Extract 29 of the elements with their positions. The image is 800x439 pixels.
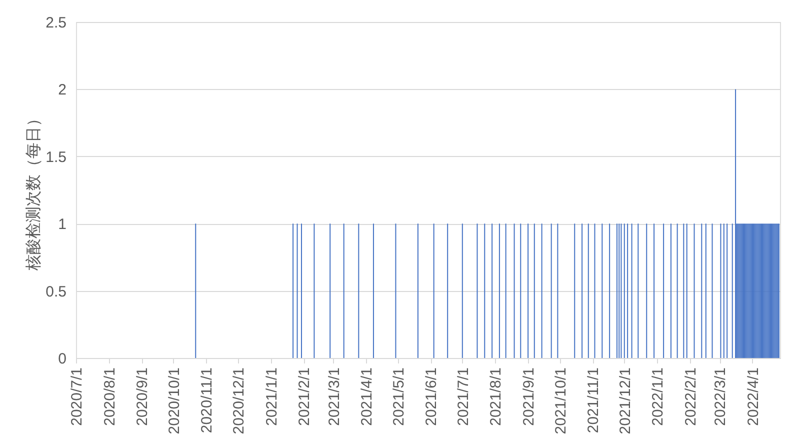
x-tick-label: 2020/11/1 <box>198 368 216 434</box>
x-tick-label: 2021/12/1 <box>616 368 634 434</box>
x-tick-label: 2021/8/1 <box>488 368 505 426</box>
x-tick-label: 2020/9/1 <box>134 368 152 426</box>
x-tick-label: 2022/2/1 <box>682 368 700 426</box>
y-tick-label: 2.5 <box>46 14 66 32</box>
x-tick-label: 2021/1/1 <box>263 368 280 426</box>
x-tick-label: 2020/12/1 <box>230 368 248 434</box>
x-tick-label: 2020/8/1 <box>101 368 118 426</box>
x-tick-label: 2021/7/1 <box>454 368 472 426</box>
y-tick-label: 0 <box>58 350 66 368</box>
y-tick-label: 0.5 <box>46 283 66 300</box>
x-tick-label: 2021/4/1 <box>358 368 376 426</box>
x-tick-label: 2021/10/1 <box>552 368 570 434</box>
x-tick-label: 2021/9/1 <box>520 368 538 426</box>
y-tick-label: 1 <box>58 216 66 234</box>
y-axis-title: 核酸检测次数（每日） <box>24 110 43 272</box>
x-tick-label: 2022/3/1 <box>712 368 730 426</box>
x-tick-label: 2021/3/1 <box>326 368 343 426</box>
x-tick-label: 2020/7/1 <box>68 368 86 426</box>
x-tick-label: 2020/10/1 <box>166 368 183 434</box>
x-tick-label: 2021/6/1 <box>423 368 440 426</box>
x-tick-label: 2021/11/1 <box>585 368 602 434</box>
x-tick-label: 2021/5/1 <box>390 368 408 426</box>
y-tick-label: 2 <box>58 82 66 99</box>
y-tick-label: 1.5 <box>46 148 66 166</box>
x-tick-label: 2022/1/1 <box>650 368 667 426</box>
x-tick-label: 2022/4/1 <box>744 368 762 426</box>
x-tick-label: 2021/2/1 <box>296 368 314 426</box>
